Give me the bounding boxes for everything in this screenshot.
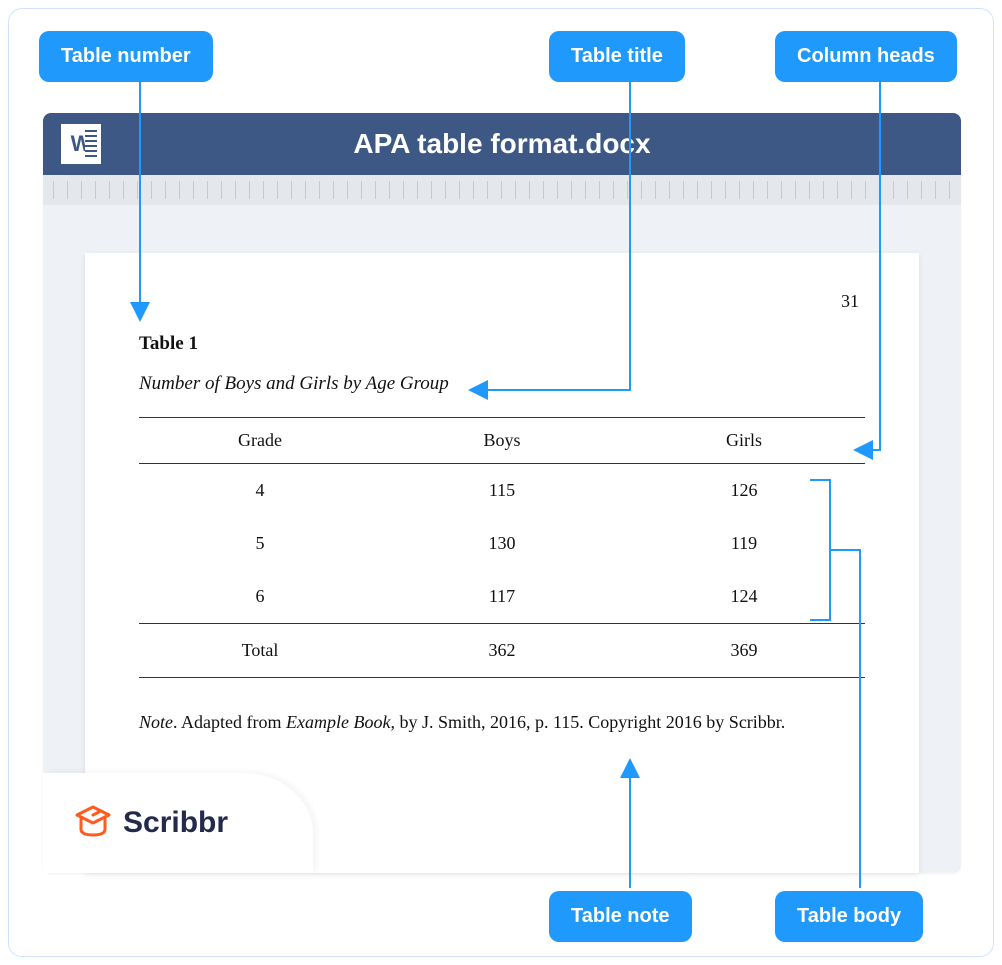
table-row: 4 115 126 — [139, 464, 865, 518]
outer-frame: Table number Table title Column heads Ta… — [8, 8, 994, 957]
cell-boys: 117 — [381, 570, 623, 624]
table-title: Number of Boys and Girls by Age Group — [139, 373, 865, 395]
note-book: Example Book — [286, 712, 390, 732]
scribbr-text: Scribbr — [123, 806, 228, 840]
cell-grade: 4 — [139, 464, 381, 518]
col-head-boys: Boys — [381, 418, 623, 464]
cell-boys: 115 — [381, 464, 623, 518]
ruler — [43, 175, 961, 205]
cell-girls: 119 — [623, 517, 865, 570]
cell-girls: 124 — [623, 570, 865, 624]
note-text-1: . Adapted from — [173, 712, 286, 732]
table-total-row: Total 362 369 — [139, 624, 865, 678]
page-number: 31 — [841, 291, 859, 312]
scribbr-icon — [73, 803, 113, 843]
word-filename: APA table format.docx — [43, 128, 961, 160]
callout-table-body: Table body — [775, 891, 923, 942]
cell-grade: 6 — [139, 570, 381, 624]
cell-total-label: Total — [139, 624, 381, 678]
cell-boys: 130 — [381, 517, 623, 570]
note-text-2: , by J. Smith, 2016, p. 115. Copyright 2… — [390, 712, 785, 732]
col-head-girls: Girls — [623, 418, 865, 464]
cell-total-girls: 369 — [623, 624, 865, 678]
table-header-row: Grade Boys Girls — [139, 418, 865, 464]
word-icon: W — [61, 124, 101, 164]
table-row: 5 130 119 — [139, 517, 865, 570]
scribbr-badge: Scribbr — [43, 773, 313, 873]
callout-table-note: Table note — [549, 891, 692, 942]
apa-table: Grade Boys Girls 4 115 126 5 130 119 — [139, 417, 865, 678]
cell-girls: 126 — [623, 464, 865, 518]
cell-grade: 5 — [139, 517, 381, 570]
cell-total-boys: 362 — [381, 624, 623, 678]
callout-column-heads: Column heads — [775, 31, 957, 82]
callout-table-title: Table title — [549, 31, 685, 82]
table-row: 6 117 124 — [139, 570, 865, 624]
word-titlebar: W APA table format.docx — [43, 113, 961, 175]
table-number: Table 1 — [139, 333, 865, 355]
callout-table-number: Table number — [39, 31, 213, 82]
col-head-grade: Grade — [139, 418, 381, 464]
note-prefix: Note — [139, 712, 173, 732]
table-note: Note. Adapted from Example Book, by J. S… — [139, 712, 865, 733]
word-window: W APA table format.docx 31 Table 1 Numbe… — [43, 113, 961, 873]
